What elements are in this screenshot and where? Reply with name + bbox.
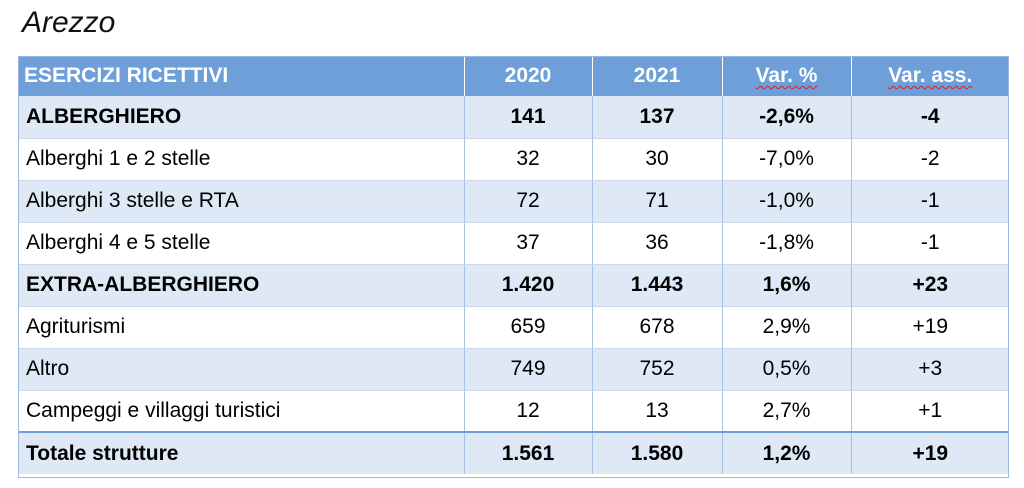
table-row: Totale strutture 1.561 1.580 1,2% +19 <box>18 431 1009 474</box>
cell-var-ass: -1 <box>850 180 1009 223</box>
cell-var-percent: 2,9% <box>721 306 851 349</box>
cell-category: Agriturismi <box>18 306 464 349</box>
table-row: Altro 749 752 0,5% +3 <box>18 348 1009 391</box>
cell-category: ALBERGHIERO <box>18 96 464 139</box>
header-2020: 2020 <box>463 56 592 96</box>
cell-category: Totale strutture <box>18 431 464 474</box>
cell-category: Alberghi 1 e 2 stelle <box>18 138 464 181</box>
table-header-row: ESERCIZI RICETTIVI 2020 2021 Var. % Var.… <box>18 56 1009 96</box>
cell-var-percent: 2,7% <box>721 390 851 433</box>
cell-value-2020: 749 <box>463 348 592 391</box>
cell-var-percent: 0,5% <box>721 348 851 391</box>
cell-value-2021: 1.443 <box>591 264 722 307</box>
cell-value-2021: 752 <box>591 348 722 391</box>
table-row: Agriturismi 659 678 2,9% +19 <box>18 306 1009 349</box>
header-var-ass: Var. ass. <box>850 56 1009 96</box>
cell-value-2020: 659 <box>463 306 592 349</box>
cell-value-2020: 1.420 <box>463 264 592 307</box>
table-row: Alberghi 3 stelle e RTA 72 71 -1,0% -1 <box>18 180 1009 223</box>
cell-var-percent: 1,2% <box>721 431 851 474</box>
cell-value-2021: 678 <box>591 306 722 349</box>
cell-value-2020: 37 <box>463 222 592 265</box>
table-row: Alberghi 4 e 5 stelle 37 36 -1,8% -1 <box>18 222 1009 265</box>
cell-category: Alberghi 3 stelle e RTA <box>18 180 464 223</box>
cell-category: Alberghi 4 e 5 stelle <box>18 222 464 265</box>
cell-var-ass: +19 <box>850 306 1009 349</box>
header-esercizi-ricettivi: ESERCIZI RICETTIVI <box>24 64 229 87</box>
cell-var-percent: -1,8% <box>721 222 851 265</box>
cell-category: EXTRA-ALBERGHIERO <box>18 264 464 307</box>
page-title: Arezzo <box>22 6 116 39</box>
cell-category: Campeggi e villaggi turistici <box>18 390 464 433</box>
cell-var-percent: -1,0% <box>721 180 851 223</box>
cell-var-percent: -2,6% <box>721 96 851 139</box>
cell-value-2021: 1.580 <box>591 431 722 474</box>
header-var-percent: Var. % <box>721 56 851 96</box>
cell-category: Altro <box>18 348 464 391</box>
cell-var-ass: +23 <box>850 264 1009 307</box>
cell-value-2021: 30 <box>591 138 722 181</box>
cell-var-ass: +19 <box>850 431 1009 474</box>
header-2021: 2021 <box>591 56 722 96</box>
cell-var-ass: -4 <box>850 96 1009 139</box>
cell-value-2021: 36 <box>591 222 722 265</box>
data-table: ESERCIZI RICETTIVI 2020 2021 Var. % Var.… <box>18 56 1009 474</box>
cell-value-2021: 13 <box>591 390 722 433</box>
table-row: Campeggi e villaggi turistici 12 13 2,7% +1 <box>18 390 1009 433</box>
cell-var-percent: 1,6% <box>721 264 851 307</box>
cell-value-2020: 72 <box>463 180 592 223</box>
cell-value-2021: 137 <box>591 96 722 139</box>
cell-var-ass: +1 <box>850 390 1009 433</box>
table-row: ALBERGHIERO 141 137 -2,6% -4 <box>18 96 1009 139</box>
cell-var-ass: -1 <box>850 222 1009 265</box>
header-var-ass-label: Var. ass. <box>888 64 973 87</box>
cell-value-2020: 32 <box>463 138 592 181</box>
cell-var-percent: -7,0% <box>721 138 851 181</box>
cell-value-2021: 71 <box>591 180 722 223</box>
cell-var-ass: -2 <box>850 138 1009 181</box>
table-row: Alberghi 1 e 2 stelle 32 30 -7,0% -2 <box>18 138 1009 181</box>
header-var-percent-label: Var. % <box>755 64 818 87</box>
cell-value-2020: 1.561 <box>463 431 592 474</box>
table-row: EXTRA-ALBERGHIERO 1.420 1.443 1,6% +23 <box>18 264 1009 307</box>
cell-value-2020: 12 <box>463 390 592 433</box>
cell-var-ass: +3 <box>850 348 1009 391</box>
cell-value-2020: 141 <box>463 96 592 139</box>
